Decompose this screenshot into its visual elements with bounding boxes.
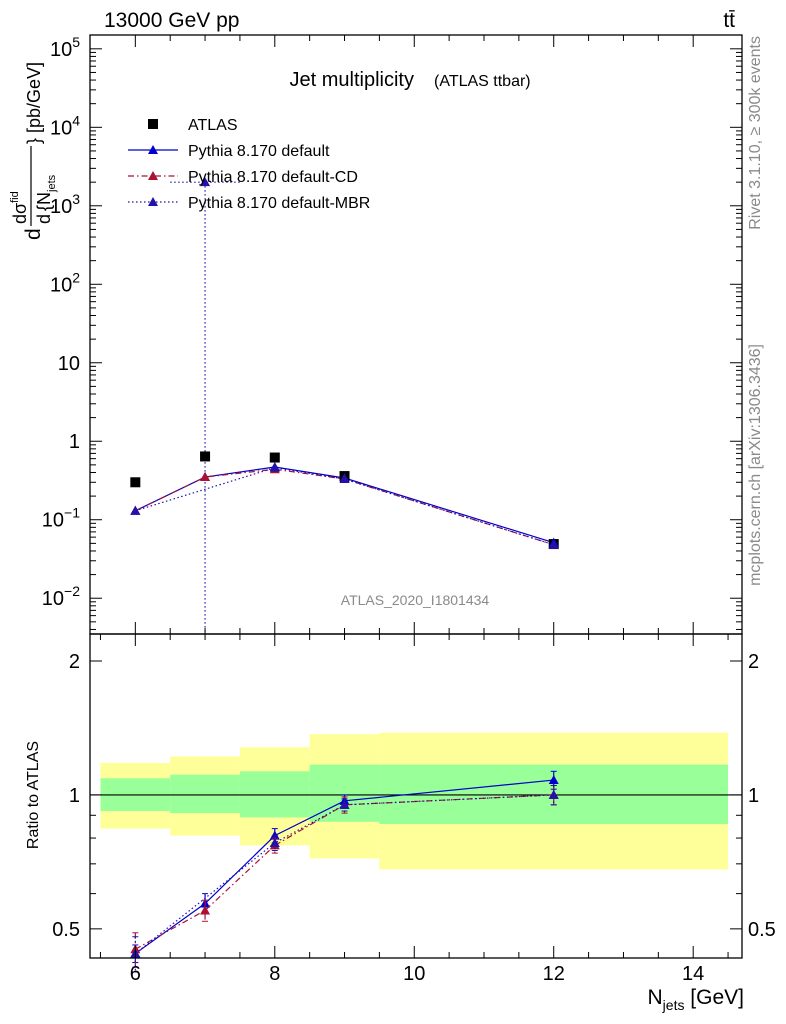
ratio-line-2 (134, 794, 554, 955)
analysis-label: ATLAS_2020_I1801434 (341, 592, 490, 608)
ratio-point-2 (339, 799, 350, 809)
series-3-point (548, 539, 559, 549)
header-process: 13000 GeV pp (104, 9, 239, 32)
ratio-point-1 (200, 905, 211, 915)
main-y-axis: 10−2 10−1 1 10 102 103 104 105 (42, 34, 742, 630)
ratio-y-tick-label: 2 (69, 651, 80, 673)
y-tick-label: 1 (69, 431, 80, 453)
legend-label: ATLAS (188, 117, 238, 134)
svg-text:} [pb/GeV]: } [pb/GeV] (24, 62, 44, 144)
x-tick-label: 10 (403, 963, 425, 985)
atlas-data-point (269, 452, 280, 463)
x-axis-label: Njets [GeV] (648, 986, 745, 1013)
ratio-y-tick-label: 1 (69, 785, 80, 807)
x-tick-label: 14 (682, 963, 704, 985)
svg-text:d: d (22, 228, 45, 240)
x-tick-label: 6 (130, 963, 141, 985)
y-tick-label: 102 (50, 269, 80, 296)
ratio-y-tick-label-right: 0.5 (748, 919, 776, 941)
ratio-y-tick-label-right: 2 (748, 651, 759, 673)
atlas-data-point (130, 477, 141, 488)
x-tick-label: 8 (269, 963, 280, 985)
ratio-panel: 0.5 0.51 12 2 6 8 10 12 14 Ratio to ATLAS Njets… (25, 633, 776, 1013)
svg-text:d{Njets: d{Njets (34, 174, 58, 224)
ratio-frame (89, 633, 743, 959)
y-tick-label: 10 (58, 353, 80, 375)
ratio-x-axis: 6 8 10 12 14 (99, 634, 729, 985)
mcplots-label: mcplots.cern.ch [arXiv:1306.3436] (747, 344, 764, 586)
main-y-axis-label: d dσfid d{Njets } [pb/GeV] (9, 62, 58, 240)
ratio-line-1 (135, 794, 554, 950)
main-panel: 10−2 10−1 1 10 102 103 104 105 Jet multiplicity… (9, 34, 743, 635)
chart-subtitle: (ATLAS ttbar) (434, 73, 531, 90)
atlas-data-point (200, 451, 211, 462)
legend-marker (148, 145, 158, 154)
y-tick-label: 104 (50, 112, 80, 139)
chart-title: Jet multiplicity (290, 69, 414, 91)
main-x-axis (134, 35, 694, 634)
ratio-y-axis: 0.5 0.5 1 1 2 2 (52, 651, 776, 941)
legend-marker (148, 171, 158, 180)
y-tick-label: 10−1 (42, 505, 80, 532)
inner-band (170, 774, 240, 814)
series-3-point (200, 177, 211, 187)
y-tick-label: 10−2 (42, 583, 80, 610)
ratio-point-0 (548, 775, 559, 785)
svg-text:dσfid: dσfid (9, 191, 30, 224)
series-2-point (200, 472, 211, 482)
header-final-state: tt̄ (723, 9, 735, 32)
series-3-point (130, 505, 141, 515)
y-tick-label: 105 (50, 34, 80, 61)
rivet-version-label: Rivet 3.1.10, ≥ 300k events (747, 36, 764, 230)
legend-marker (148, 197, 158, 206)
ratio-y-axis-label: Ratio to ATLAS (25, 741, 42, 849)
ratio-marks (130, 770, 559, 973)
legend-label: Pythia 8.170 default-MBR (188, 195, 370, 212)
series-3-point (269, 462, 280, 472)
ratio-y-tick-label-right: 1 (748, 785, 759, 807)
x-tick-label: 12 (543, 963, 565, 985)
ratio-point-2 (269, 837, 280, 847)
series-3-point (339, 474, 350, 484)
legend-label: Pythia 8.170 default-CD (188, 169, 358, 186)
y-tick-label: 103 (50, 191, 80, 218)
legend: ATLAS Pythia 8.170 default Pythia 8.170 de… (128, 117, 370, 212)
ratio-y-tick-label: 0.5 (52, 919, 80, 941)
legend-label: Pythia 8.170 default (188, 143, 330, 160)
ratio-point-2 (548, 789, 559, 799)
legend-marker-atlas (148, 119, 158, 129)
main-marks (130, 177, 559, 634)
svg-text:Njets [GeV]: Njets [GeV] (648, 986, 745, 1013)
series-line-3 (135, 467, 554, 546)
